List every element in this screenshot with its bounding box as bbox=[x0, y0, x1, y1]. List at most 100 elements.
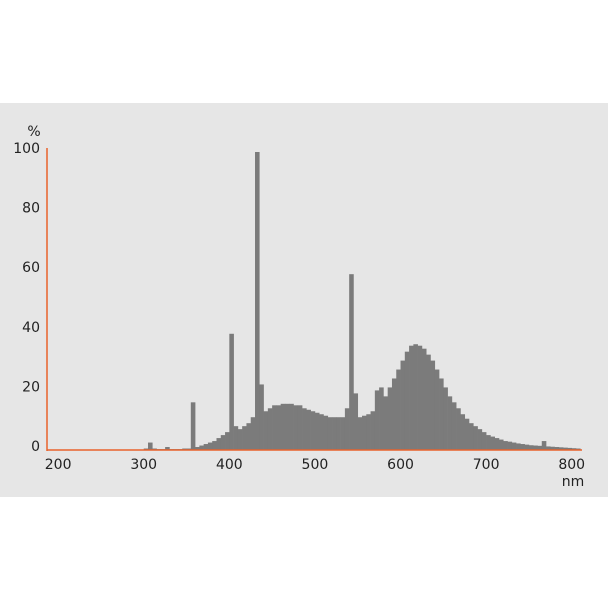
bar bbox=[165, 447, 170, 450]
bar bbox=[207, 442, 213, 450]
bar bbox=[349, 274, 354, 450]
bar bbox=[413, 344, 418, 450]
x-tick-label: 800 bbox=[558, 457, 585, 473]
bar bbox=[362, 415, 367, 450]
bar bbox=[190, 402, 196, 450]
bar bbox=[447, 396, 453, 450]
x-tick-label: 300 bbox=[130, 457, 157, 473]
x-tick-label: 200 bbox=[45, 457, 72, 473]
bar bbox=[528, 445, 534, 450]
bar bbox=[421, 348, 427, 450]
bar bbox=[374, 390, 380, 450]
bar bbox=[276, 405, 281, 450]
bar bbox=[533, 445, 538, 450]
bar bbox=[379, 387, 384, 450]
x-axis-label: nm bbox=[562, 474, 585, 490]
bar bbox=[229, 333, 234, 450]
bar bbox=[340, 417, 346, 450]
bar bbox=[310, 411, 316, 450]
bar bbox=[220, 435, 226, 450]
bar bbox=[481, 432, 487, 450]
y-tick-label: 40 bbox=[22, 320, 40, 336]
bar bbox=[443, 387, 448, 450]
bar bbox=[490, 436, 495, 450]
bar bbox=[199, 445, 204, 450]
bar bbox=[439, 378, 444, 450]
bar bbox=[306, 409, 311, 450]
y-tick-label: 60 bbox=[22, 260, 40, 276]
bar bbox=[494, 438, 500, 450]
bar bbox=[417, 345, 423, 450]
bar bbox=[477, 429, 483, 450]
bar bbox=[357, 417, 363, 450]
bar bbox=[404, 351, 410, 450]
bar bbox=[520, 444, 525, 450]
bar bbox=[293, 405, 299, 450]
bar bbox=[246, 423, 252, 450]
bar bbox=[284, 403, 290, 450]
bar bbox=[297, 405, 303, 450]
bar bbox=[387, 387, 393, 450]
bar bbox=[216, 438, 222, 450]
bar bbox=[451, 402, 457, 450]
bar bbox=[434, 369, 440, 450]
bar bbox=[314, 412, 320, 450]
bar bbox=[203, 444, 209, 450]
y-tick-label: 20 bbox=[22, 379, 40, 395]
bar bbox=[280, 403, 286, 450]
bar bbox=[366, 414, 371, 450]
bar bbox=[511, 442, 517, 450]
bar bbox=[409, 345, 414, 450]
bar bbox=[225, 432, 230, 450]
bar bbox=[524, 444, 530, 450]
x-tick-label: 500 bbox=[302, 457, 329, 473]
bar bbox=[546, 446, 551, 450]
bar bbox=[259, 384, 264, 450]
bar bbox=[263, 411, 269, 450]
x-tick-label: 600 bbox=[387, 457, 414, 473]
bar bbox=[456, 408, 461, 450]
bar bbox=[195, 447, 200, 450]
bar bbox=[319, 414, 324, 450]
y-tick-label: 0 bbox=[31, 439, 40, 455]
bar bbox=[571, 448, 577, 450]
bar bbox=[272, 405, 277, 450]
bar bbox=[233, 426, 239, 450]
bar bbox=[486, 435, 491, 450]
bar bbox=[332, 417, 337, 450]
bar bbox=[344, 408, 350, 450]
bar bbox=[554, 447, 560, 450]
bar bbox=[302, 408, 307, 450]
y-axis-label: % bbox=[27, 124, 40, 140]
bar bbox=[396, 369, 401, 450]
bar bbox=[370, 411, 376, 450]
bar bbox=[507, 441, 513, 450]
bar bbox=[255, 152, 260, 450]
bar bbox=[464, 418, 470, 450]
bar bbox=[212, 441, 217, 450]
bar bbox=[250, 417, 256, 450]
bar bbox=[430, 360, 436, 450]
bar bbox=[426, 354, 431, 450]
bar bbox=[323, 415, 329, 450]
bar bbox=[460, 414, 466, 450]
x-tick-label: 700 bbox=[473, 457, 500, 473]
bar bbox=[391, 378, 397, 450]
bar bbox=[516, 443, 521, 450]
bar bbox=[537, 445, 543, 450]
bar bbox=[498, 439, 504, 450]
bar bbox=[242, 426, 247, 450]
bar bbox=[383, 396, 388, 450]
bar bbox=[558, 447, 564, 450]
y-tick-label: 80 bbox=[22, 201, 40, 217]
bar bbox=[567, 447, 573, 450]
bar bbox=[563, 447, 568, 450]
bar bbox=[473, 426, 478, 450]
bar bbox=[327, 417, 333, 450]
bar bbox=[503, 441, 508, 450]
bar bbox=[469, 423, 474, 450]
bar bbox=[541, 441, 547, 450]
bar bbox=[148, 442, 153, 450]
